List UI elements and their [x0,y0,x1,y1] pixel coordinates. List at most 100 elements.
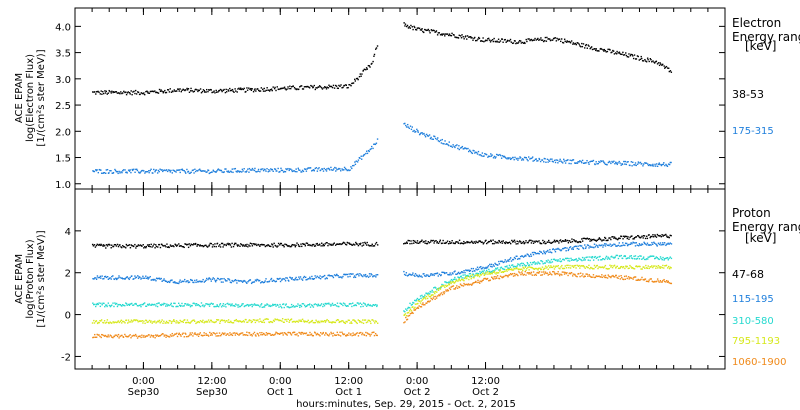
proton-point [342,320,344,322]
proton-point [101,275,103,277]
proton-point [223,277,225,280]
electron-point [546,158,549,161]
proton-point [481,241,483,243]
electron-point [631,165,633,167]
proton-legend-115-195: 115-195 [732,294,774,305]
proton-point [299,320,301,323]
electron-point [441,34,443,36]
proton-point [143,302,145,305]
proton-point [95,278,98,281]
proton-point [533,274,536,276]
proton-point [116,334,118,336]
proton-point [291,243,293,246]
proton-point [139,335,141,337]
proton-point [158,243,161,246]
proton-point [330,275,333,277]
proton-point [444,281,446,283]
proton-point [187,321,190,324]
electron-point [337,87,340,90]
proton-point [661,243,664,246]
proton-point [666,279,668,282]
electron-point [627,161,629,163]
proton-point [218,305,220,308]
proton-point [316,305,319,307]
proton-point [470,284,473,286]
electron-point [602,49,604,51]
proton-point [508,241,511,243]
electron-point [221,171,223,173]
proton-point [604,276,606,279]
proton-point [526,253,528,255]
proton-point [283,306,285,309]
proton-point [448,274,451,276]
electron-point [487,156,489,158]
electron-point [656,163,658,165]
electron-point [371,62,373,65]
proton-point [650,244,652,246]
proton-point [583,275,586,277]
proton-point [551,261,554,263]
proton-point [308,244,310,246]
proton-point [640,268,642,270]
proton-point [111,304,113,306]
proton-point [643,242,646,245]
proton-point [139,276,141,279]
proton-point [269,320,272,323]
proton-point [586,273,588,275]
proton-point [153,279,155,281]
proton-point [436,242,438,244]
electron-point [304,85,307,88]
proton-ylabel: ACE EPAM log(Proton Flux) [1/(cm²s ster … [14,230,47,327]
electron-point [614,163,616,165]
electron-point [212,91,214,93]
proton-point [663,258,666,260]
electron-point [603,162,606,164]
proton-point [498,260,500,263]
proton-point [99,319,101,322]
proton-point [549,266,551,269]
electron-point [564,40,566,42]
electron-point [256,88,259,90]
proton-point [166,303,168,305]
proton-point [649,236,651,239]
proton-point [408,310,411,312]
proton-point [268,321,271,324]
electron-point [141,169,143,172]
electron-point [289,85,291,87]
proton-point [196,321,199,323]
proton-point [311,245,313,247]
electron-point [372,60,374,63]
proton-point [572,273,574,275]
proton-point [364,273,367,276]
proton-point [269,304,271,307]
proton-point [176,332,178,335]
proton-point [409,313,412,315]
proton-point [353,275,356,277]
electron-point [213,170,215,173]
electron-point [350,84,352,87]
electron-point [296,88,298,90]
proton-point [134,335,136,337]
proton-point [536,240,538,243]
proton-point [582,265,585,267]
proton-point [431,240,433,242]
proton-point [426,242,429,245]
proton-point [251,320,253,323]
proton-point [543,251,546,254]
proton-point [100,319,103,321]
proton-point [541,261,544,263]
proton-point [116,278,118,280]
proton-point [579,245,582,247]
proton-point [366,304,369,306]
proton-point [578,257,580,259]
proton-point [339,276,341,278]
proton-point [575,258,577,260]
proton-point [437,242,440,244]
proton-point [91,243,94,246]
electron-point [648,60,650,63]
electron-point [144,172,146,174]
electron-point [232,171,234,174]
proton-point [221,319,223,321]
proton-point [419,295,422,297]
electron-point [610,162,612,165]
